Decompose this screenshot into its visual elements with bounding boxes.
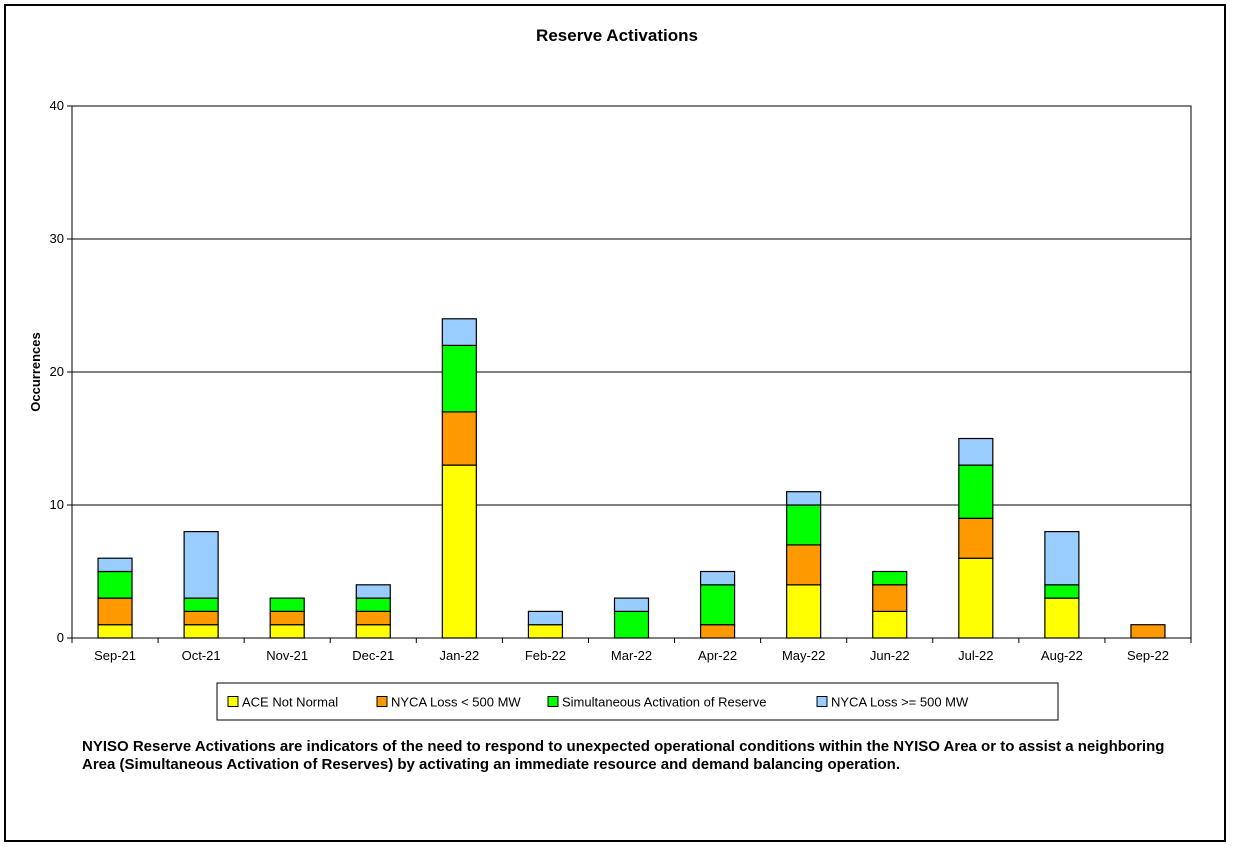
bar-segment xyxy=(269,624,305,639)
x-tick-label: Oct-21 xyxy=(182,648,221,663)
bar-segment xyxy=(613,597,650,612)
legend-swatch xyxy=(547,696,559,707)
bar-segment xyxy=(441,411,477,466)
bar-segment xyxy=(786,544,822,586)
bar-segment xyxy=(958,517,994,559)
bar-segment xyxy=(699,624,736,639)
x-tick-label: Sep-22 xyxy=(1127,648,1169,663)
legend-swatch xyxy=(816,696,828,707)
bar-segment xyxy=(872,584,908,612)
bar-segment xyxy=(355,610,391,626)
bar-segment xyxy=(1044,530,1080,586)
legend-label: Simultaneous Activation of Reserve xyxy=(562,695,767,710)
bar-segment xyxy=(183,610,219,626)
bar-segment xyxy=(958,557,994,639)
y-tick-label: 10 xyxy=(50,497,64,512)
bar-segment xyxy=(1130,624,1166,639)
bar-segment xyxy=(97,570,133,599)
bar-segment xyxy=(527,624,564,639)
x-tick-label: Apr-22 xyxy=(698,648,737,663)
bar-segment xyxy=(958,464,994,519)
bar-segment xyxy=(872,610,908,639)
bar-segment xyxy=(1044,584,1080,599)
x-tick-label: Sep-21 xyxy=(94,648,136,663)
bar-segment xyxy=(786,584,822,639)
x-tick-label: Mar-22 xyxy=(611,648,652,663)
legend-label: ACE Not Normal xyxy=(242,695,338,710)
bar-segment xyxy=(183,597,219,612)
bar-segment xyxy=(786,504,822,546)
bar-segment xyxy=(958,437,994,466)
chart-title: Reserve Activations xyxy=(536,26,698,45)
legend-swatch xyxy=(227,696,239,707)
bar-segment xyxy=(355,624,391,639)
gridlines xyxy=(72,238,1191,506)
bar-segment xyxy=(269,597,305,612)
x-tick-label: Aug-22 xyxy=(1041,648,1083,663)
bar-segment xyxy=(441,318,477,346)
x-tick-label: Feb-22 xyxy=(525,648,566,663)
y-tick-label: 20 xyxy=(50,364,64,379)
legend-box xyxy=(216,682,1059,721)
y-axis-label: Occurrences xyxy=(28,332,43,412)
bar-segment xyxy=(355,584,391,599)
x-axis: Sep-21 Oct-21 Nov-21 Dec-21 Jan-22 Feb-22 Mar-… xyxy=(71,638,1192,663)
bar-segment xyxy=(699,584,736,626)
y-axis: 0 10 20 30 40 xyxy=(50,98,72,645)
legend: ACE Not Normal NYCA Loss < 500 MW Simultan… xyxy=(216,682,1059,721)
bar-segment xyxy=(441,344,477,413)
bar-segment xyxy=(699,570,736,586)
bar-segment xyxy=(613,610,650,639)
bar-segment xyxy=(269,610,305,626)
bar-segment xyxy=(183,530,219,599)
bars xyxy=(97,318,1166,639)
bar-segment xyxy=(97,624,133,639)
x-tick-label: Jul-22 xyxy=(958,648,993,663)
bar-segment xyxy=(872,570,908,586)
x-tick-label: Jan-22 xyxy=(439,648,479,663)
y-tick-label: 30 xyxy=(50,231,64,246)
bar-segment xyxy=(786,491,822,506)
x-tick-label: Jun-22 xyxy=(870,648,910,663)
bar-segment xyxy=(527,610,564,626)
y-tick-label: 0 xyxy=(57,630,64,645)
x-tick-label: May-22 xyxy=(782,648,825,663)
bar-segment xyxy=(1044,597,1080,639)
legend-label: NYCA Loss >= 500 MW xyxy=(831,695,969,710)
bar-segment xyxy=(355,597,391,612)
bar-segment xyxy=(441,464,477,639)
footnote: NYISO Reserve Activations are indicators… xyxy=(82,738,1165,773)
x-tick-label: Dec-21 xyxy=(352,648,394,663)
legend-label: NYCA Loss < 500 MW xyxy=(391,695,521,710)
y-tick-label: 40 xyxy=(50,98,64,113)
bar-segment xyxy=(97,557,133,573)
legend-swatch xyxy=(376,696,388,707)
x-tick-label: Nov-21 xyxy=(266,648,308,663)
bar-segment xyxy=(183,624,219,639)
bar-segment xyxy=(97,597,133,626)
